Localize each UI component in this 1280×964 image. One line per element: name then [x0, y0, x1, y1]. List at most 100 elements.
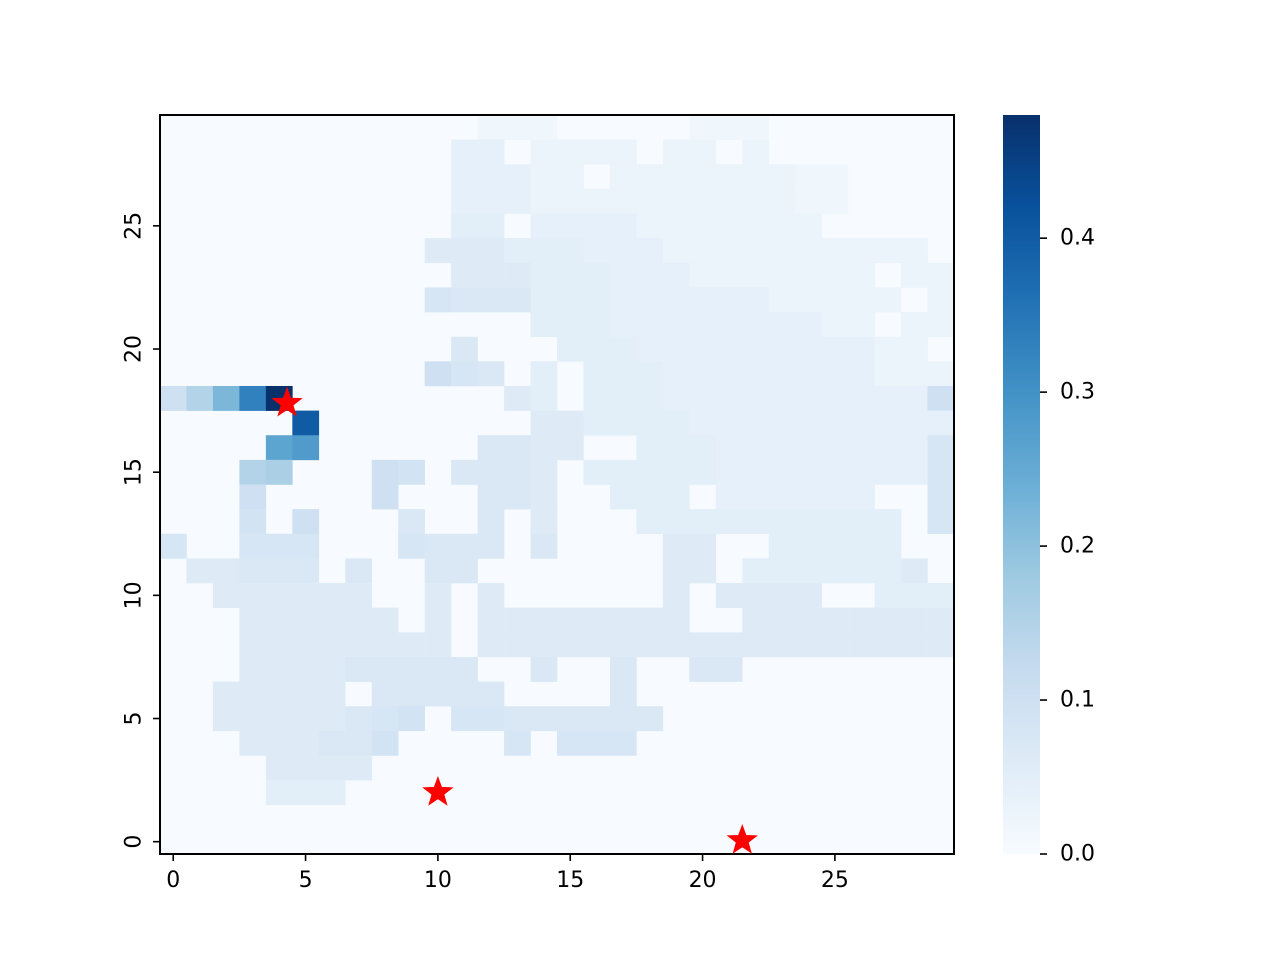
heatmap-cell	[662, 607, 690, 633]
heatmap-cell	[371, 459, 399, 485]
heatmap-cell	[292, 656, 320, 682]
y-tick-label: 0	[122, 835, 147, 849]
heatmap-cell	[557, 262, 584, 288]
heatmap-cell	[742, 435, 770, 461]
heatmap-cell	[636, 607, 664, 633]
heatmap-cell	[901, 632, 928, 658]
heatmap-cell	[371, 656, 399, 682]
heatmap-cell	[609, 262, 637, 288]
heatmap-cell	[768, 336, 796, 362]
heatmap-cell	[186, 385, 214, 411]
heatmap-cell	[504, 632, 531, 658]
heatmap-cell	[927, 583, 955, 608]
heatmap-cell	[583, 287, 611, 313]
colorbar-tick-label: 0.1	[1060, 688, 1095, 713]
heatmap-cell	[901, 361, 928, 387]
heatmap-cell	[371, 484, 399, 510]
heatmap-cell	[583, 188, 611, 214]
heatmap-cell	[504, 484, 531, 510]
heatmap-cell	[795, 262, 822, 288]
heatmap-cell	[874, 632, 902, 658]
heatmap-cell	[477, 681, 505, 707]
heatmap-cell	[821, 558, 849, 584]
heatmap-cell	[318, 681, 346, 707]
heatmap-cell	[292, 681, 320, 707]
heatmap-cell	[345, 755, 373, 781]
heatmap-cell	[768, 312, 796, 337]
heatmap-cell	[557, 188, 584, 214]
heatmap-cell	[557, 607, 584, 633]
star-markers	[271, 386, 758, 854]
heatmap-cell	[530, 706, 558, 732]
heatmap-cell	[742, 336, 770, 362]
heatmap-cell	[371, 706, 399, 732]
heatmap-cell	[874, 287, 902, 313]
heatmap-cell	[609, 459, 637, 485]
heatmap-cell	[424, 607, 452, 633]
heatmap-cell	[318, 607, 346, 633]
heatmap-cell	[609, 238, 637, 264]
heatmap-cell	[265, 607, 293, 633]
heatmap-cell	[530, 164, 558, 190]
heatmap-cell	[662, 435, 690, 461]
heatmap-cell	[689, 139, 717, 165]
heatmap-cell	[715, 435, 743, 461]
heatmap-cell	[504, 287, 531, 313]
heatmap-cell	[848, 410, 875, 436]
heatmap-cell	[742, 262, 770, 288]
heatmap-cell	[557, 632, 584, 658]
heatmap-cell	[821, 188, 849, 214]
heatmap-cell	[318, 755, 346, 781]
y-tick-label: 10	[122, 581, 147, 609]
heatmap-cell	[292, 780, 320, 806]
heatmap-cell	[874, 533, 902, 559]
heatmap-cell	[477, 509, 505, 535]
heatmap-cell	[451, 533, 478, 559]
heatmap-cell	[583, 459, 611, 485]
heatmap-cell	[292, 435, 320, 461]
heatmap-cell	[821, 262, 849, 288]
heatmap-cell	[901, 262, 928, 288]
heatmap-cell	[689, 435, 717, 461]
heatmap-cell	[795, 558, 822, 584]
heatmap-cell	[318, 706, 346, 732]
heatmap-cell	[609, 213, 637, 239]
heatmap-cell	[398, 509, 425, 535]
heatmap-cell	[848, 238, 875, 264]
heatmap-cell	[927, 385, 955, 411]
heatmap-cell	[398, 632, 425, 658]
heatmap-cell	[662, 312, 690, 337]
heatmap-cell	[530, 115, 558, 140]
heatmap-cell	[265, 583, 293, 608]
heatmap-cell	[609, 164, 637, 190]
heatmap-cell	[398, 656, 425, 682]
heatmap-cell	[371, 607, 399, 633]
heatmap-cell	[477, 139, 505, 165]
heatmap-cell	[477, 706, 505, 732]
heatmap-cell	[557, 213, 584, 239]
heatmap-cell	[742, 139, 770, 165]
heatmap-cell	[239, 459, 267, 485]
heatmap-cell	[239, 706, 267, 732]
heatmap-cell	[265, 681, 293, 707]
heatmap-cell	[530, 459, 558, 485]
heatmap-cell	[768, 238, 796, 264]
heatmap-cell	[927, 509, 955, 535]
heatmap-cell	[662, 238, 690, 264]
heatmap-cell	[662, 509, 690, 535]
heatmap-cell	[848, 385, 875, 411]
heatmap-cell	[848, 361, 875, 387]
heatmap-cell	[689, 238, 717, 264]
heatmap-cell	[742, 410, 770, 436]
heatmap-cell	[477, 459, 505, 485]
heatmap-cell	[451, 681, 478, 707]
heatmap-cell	[292, 583, 320, 608]
heatmap-cell	[821, 435, 849, 461]
heatmap-cell	[530, 287, 558, 313]
heatmap-cell	[662, 558, 690, 584]
heatmap-cell	[821, 336, 849, 362]
heatmap-cell	[768, 164, 796, 190]
heatmap-cell	[715, 459, 743, 485]
heatmap-cell	[265, 780, 293, 806]
heatmap-cell	[530, 484, 558, 510]
